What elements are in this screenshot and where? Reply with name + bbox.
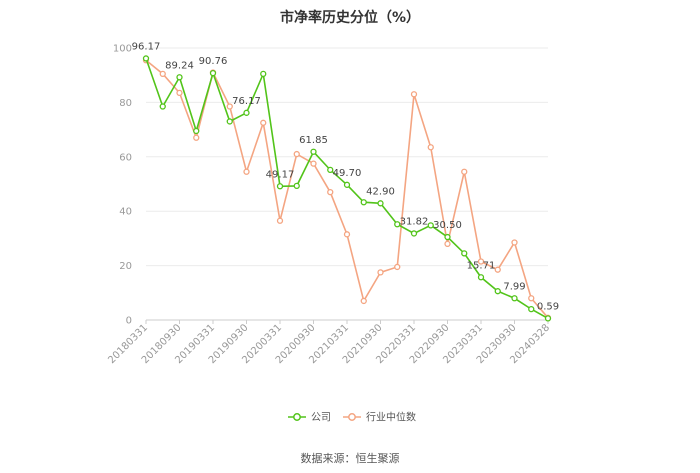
data-point[interactable]: [193, 127, 200, 135]
data-point[interactable]: [444, 233, 451, 241]
data-point[interactable]: [461, 168, 468, 175]
series-line: [145, 58, 549, 320]
data-point[interactable]: [444, 240, 451, 247]
data-point[interactable]: [410, 91, 418, 98]
series-0: [142, 55, 552, 322]
data-point[interactable]: [159, 70, 166, 77]
data-point[interactable]: [226, 103, 233, 110]
data-point[interactable]: [193, 134, 200, 141]
data-point[interactable]: [477, 258, 485, 265]
data-label: 61.85: [299, 135, 328, 146]
y-tick-label: 20: [119, 261, 132, 272]
data-point[interactable]: [209, 69, 217, 77]
data-point[interactable]: [511, 239, 518, 246]
data-point[interactable]: [377, 200, 384, 207]
data-point[interactable]: [142, 55, 150, 62]
data-source: 数据来源：恒生聚源: [301, 451, 400, 465]
data-point[interactable]: [293, 150, 300, 158]
data-point[interactable]: [276, 217, 284, 224]
data-point[interactable]: [343, 181, 351, 188]
data-point[interactable]: [528, 305, 535, 313]
data-point[interactable]: [310, 148, 317, 155]
y-tick-label: 0: [126, 316, 132, 327]
data-point[interactable]: [176, 89, 183, 97]
legend[interactable]: 公司 行业中位数: [288, 411, 416, 424]
y-tick-label: 60: [119, 152, 132, 163]
data-label: 30.50: [433, 220, 462, 231]
y-tick-label: 40: [119, 207, 132, 218]
data-point[interactable]: [427, 144, 434, 151]
data-label: 7.99: [503, 281, 525, 292]
data-point[interactable]: [360, 199, 367, 206]
data-point[interactable]: [260, 119, 267, 126]
data-label: 49.17: [266, 169, 295, 180]
data-label: 42.90: [366, 186, 395, 197]
data-point[interactable]: [243, 168, 250, 175]
data-point[interactable]: [327, 189, 334, 196]
data-point[interactable]: [260, 70, 267, 77]
data-point[interactable]: [293, 182, 300, 190]
data-labels: 96.17 89.24 90.76 76.17 49.17 61.85 49.70 42.90…: [132, 41, 559, 312]
data-point[interactable]: [394, 221, 401, 228]
data-point[interactable]: [410, 230, 418, 237]
data-point[interactable]: [360, 297, 367, 305]
data-point[interactable]: [176, 74, 183, 81]
data-point[interactable]: [494, 266, 501, 273]
data-point[interactable]: [226, 118, 233, 125]
data-point[interactable]: [343, 231, 351, 238]
data-point[interactable]: [327, 166, 334, 174]
legend-item-1[interactable]: 行业中位数: [343, 411, 416, 424]
data-point[interactable]: [427, 222, 434, 229]
data-point[interactable]: [276, 183, 284, 190]
legend-label: 行业中位数: [366, 411, 416, 424]
data-point[interactable]: [461, 250, 468, 257]
x-axis: 2018033120180930201903312019093020200331…: [106, 320, 552, 366]
legend-swatch-marker: [348, 413, 356, 421]
data-label: 0.59: [537, 301, 559, 312]
data-label: 15.71: [467, 260, 496, 271]
data-point[interactable]: [243, 109, 250, 116]
data-point[interactable]: [394, 263, 401, 271]
data-point[interactable]: [528, 295, 535, 302]
legend-label: 公司: [311, 413, 331, 424]
data-point[interactable]: [511, 295, 518, 302]
data-point[interactable]: [494, 288, 501, 295]
y-tick-label: 100: [113, 44, 132, 55]
legend-swatch-marker: [293, 413, 301, 421]
data-label: 89.24: [165, 60, 194, 71]
data-point[interactable]: [310, 160, 317, 167]
data-label: 96.17: [132, 41, 161, 52]
series-1: [142, 57, 552, 321]
data-point[interactable]: [159, 103, 166, 110]
data-point[interactable]: [377, 269, 384, 276]
data-point[interactable]: [477, 274, 485, 281]
chart-title: 市净率历史分位（%）: [280, 9, 420, 26]
y-axis: 0 20 40 60 80 100: [113, 44, 132, 327]
data-label: 31.82: [400, 216, 429, 227]
y-tick-label: 80: [119, 98, 132, 109]
legend-item-0[interactable]: 公司: [288, 413, 331, 424]
data-label: 76.17: [232, 96, 261, 107]
data-point[interactable]: [544, 315, 552, 322]
series-lines: [142, 55, 552, 322]
data-label: 90.76: [199, 56, 228, 67]
data-label: 49.70: [333, 168, 362, 179]
